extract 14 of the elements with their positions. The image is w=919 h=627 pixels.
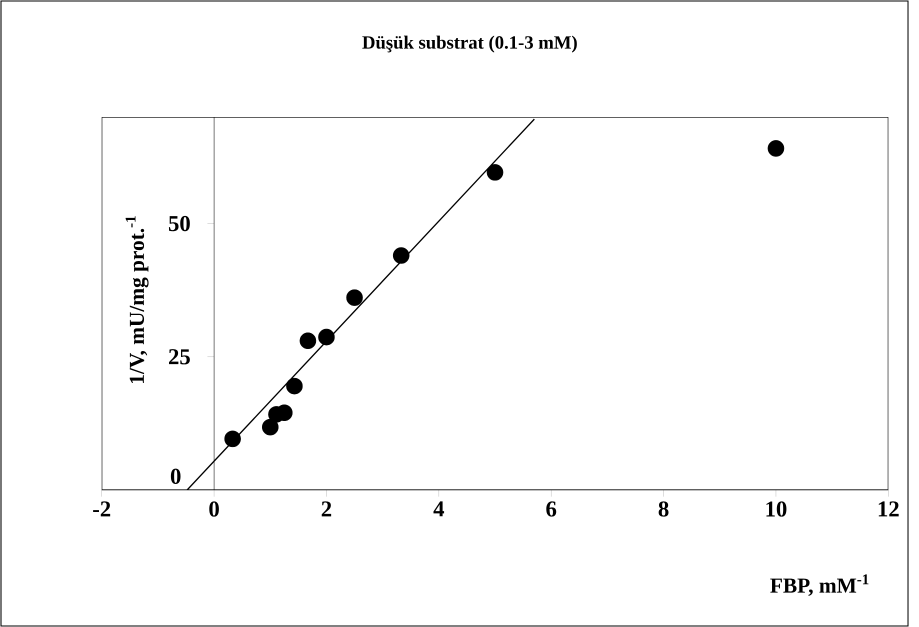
x-tick-label: 8 bbox=[658, 501, 668, 517]
x-tick-label: 4 bbox=[433, 501, 444, 516]
y-tick-label: 0 bbox=[170, 468, 181, 484]
x-tick-label: 0 bbox=[209, 501, 219, 517]
chart-title: Düşük substrat (0.1-3 mM) bbox=[362, 36, 577, 53]
x-tick-label: -2 bbox=[93, 501, 110, 516]
x-tick-label: 12 bbox=[878, 501, 899, 516]
y-axis-title: 1/V, mU/mg prot.$^{-1}$ bbox=[126, 216, 149, 384]
x-axis-title: FBP, mM$^{-1}$ bbox=[770, 574, 868, 596]
y-tick-label: 25 bbox=[169, 349, 190, 364]
x-tick-label: 10 bbox=[766, 501, 786, 517]
y-tick-label: 50 bbox=[168, 216, 190, 232]
x-tick-label: 6 bbox=[546, 501, 556, 517]
x-tick-label: 2 bbox=[322, 501, 332, 516]
